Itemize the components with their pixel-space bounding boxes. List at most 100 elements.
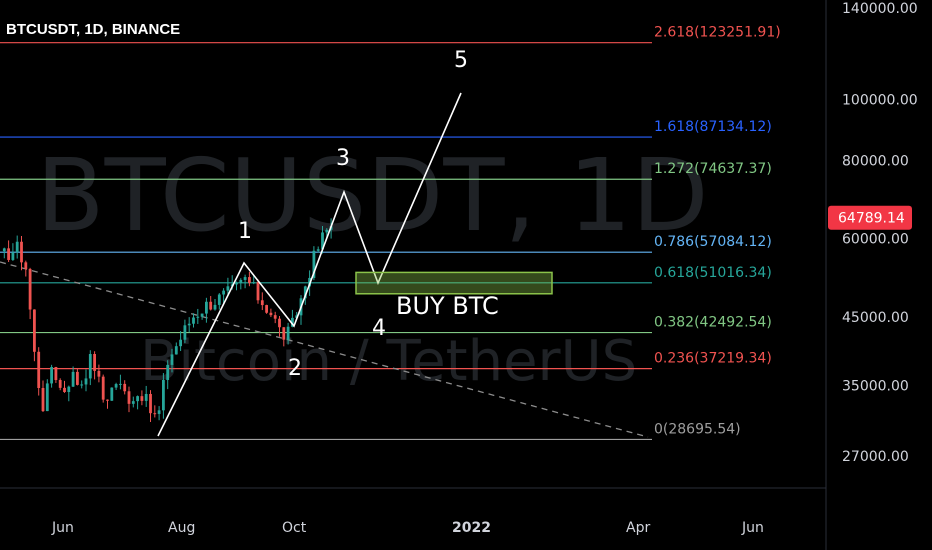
y-tick-label-0: 140000.00 xyxy=(842,1,918,17)
candle-body xyxy=(260,300,264,306)
candle-body xyxy=(222,290,225,295)
candle-body xyxy=(291,317,294,327)
candle-body xyxy=(269,312,273,316)
candle-body xyxy=(50,367,53,384)
candle-body xyxy=(239,279,243,283)
wave-label-2: 2 xyxy=(288,356,302,381)
candle-body xyxy=(136,396,139,402)
candle-body xyxy=(123,383,127,392)
fib-label-7: 0(28695.54) xyxy=(654,421,741,437)
candle-body xyxy=(45,383,49,412)
candle-body xyxy=(321,232,324,250)
candle-body xyxy=(303,286,307,299)
candle-body xyxy=(282,327,286,340)
y-axis-ticks: 140000.00 100000.00 80000.00 60000.00 45000.… xyxy=(842,1,918,465)
wave-label-3: 3 xyxy=(336,146,350,171)
candle-body xyxy=(278,318,281,328)
wave-label-5: 5 xyxy=(454,48,468,73)
candle-body xyxy=(33,309,36,352)
candle-body xyxy=(93,353,96,371)
elliott-waves: 1 2 3 4 5 xyxy=(157,48,468,437)
candle-body xyxy=(97,370,101,377)
candle-body xyxy=(243,277,247,280)
candle-body xyxy=(196,316,200,318)
candle-body xyxy=(88,353,92,379)
candle-body xyxy=(58,380,62,388)
candle-body xyxy=(170,354,174,365)
buy-zone: BUY BTC xyxy=(355,271,553,320)
candle-body xyxy=(15,241,19,253)
fib-label-0: 2.618(123251.91) xyxy=(654,25,781,41)
watermark-pair: Bitcoin / TetherUS xyxy=(140,329,637,394)
wave-label-4: 4 xyxy=(372,316,386,341)
candle-body xyxy=(71,371,75,387)
candle-body xyxy=(144,393,148,401)
candle-body xyxy=(174,346,178,355)
last-price-badge: 64789.14 xyxy=(828,205,912,230)
x-axis-ticks: Jun Aug Oct 2022 Apr Jun xyxy=(51,520,764,536)
fib-label-4: 0.618(51016.34) xyxy=(654,265,772,281)
candle-body xyxy=(209,301,213,310)
fib-label-2: 1.272(74637.37) xyxy=(654,161,772,177)
wave-path xyxy=(157,92,462,437)
candle-body xyxy=(200,313,204,317)
candle-body xyxy=(179,339,182,347)
candle-body xyxy=(24,262,28,269)
chart-title: BTCUSDT, 1D, BINANCE xyxy=(6,21,181,38)
y-tick-label-6: 27000.00 xyxy=(842,449,909,465)
candle-body xyxy=(80,384,84,386)
x-tick-label-5: Jun xyxy=(741,520,764,536)
fib-label-1: 1.618(87134.12) xyxy=(654,119,772,135)
candle-body xyxy=(217,294,221,305)
candle-body xyxy=(162,380,165,411)
y-tick-label-2: 80000.00 xyxy=(842,153,909,169)
candle-body xyxy=(316,249,320,251)
candle-body xyxy=(273,315,277,319)
candle-body xyxy=(248,277,251,283)
candle-body xyxy=(256,282,260,301)
candle-body xyxy=(101,376,105,400)
candle-body xyxy=(140,396,144,401)
candle-body xyxy=(7,248,10,260)
x-tick-label-3: 2022 xyxy=(452,520,491,536)
candles xyxy=(2,218,333,423)
candle-body xyxy=(37,351,41,389)
buy-zone-label: BUY BTC xyxy=(396,292,499,320)
candle-body xyxy=(106,399,109,401)
last-price-bg xyxy=(828,205,912,230)
y-tick-label-3: 60000.00 xyxy=(842,232,909,248)
candle-body xyxy=(28,268,32,310)
candle-body xyxy=(41,388,45,412)
axes xyxy=(0,0,827,550)
candle-body xyxy=(67,386,71,393)
candle-body xyxy=(114,384,118,388)
candle-body xyxy=(127,391,131,404)
candle-body xyxy=(63,387,66,393)
y-tick-label-4: 45000.00 xyxy=(842,310,909,326)
x-tick-label-4: Apr xyxy=(626,520,650,536)
fib-label-3: 0.786(57084.12) xyxy=(654,234,772,250)
candle-body xyxy=(110,387,114,401)
candle-body xyxy=(157,410,161,414)
candle-body xyxy=(2,248,6,252)
candle-body xyxy=(286,326,290,340)
candle-body xyxy=(312,250,316,278)
x-tick-label-2: Oct xyxy=(282,520,307,536)
fib-levels: 2.618(123251.91) 1.618(87134.12) 1.272(746… xyxy=(0,25,781,441)
candle-body xyxy=(84,378,88,385)
last-price-label: 64789.14 xyxy=(838,211,905,227)
candle-body xyxy=(166,364,170,381)
candle-body xyxy=(265,305,268,313)
trendline xyxy=(0,261,649,438)
wave-label-1: 1 xyxy=(238,219,252,244)
candle-body xyxy=(11,252,15,260)
y-tick-label-1: 100000.00 xyxy=(842,93,918,109)
candle-body xyxy=(213,304,217,310)
fib-label-6: 0.236(37219.34) xyxy=(654,351,772,367)
candle-body xyxy=(54,367,58,381)
buy-zone-box xyxy=(355,271,553,295)
candle-body xyxy=(76,371,79,385)
fib-label-5: 0.382(42492.54) xyxy=(654,315,772,331)
